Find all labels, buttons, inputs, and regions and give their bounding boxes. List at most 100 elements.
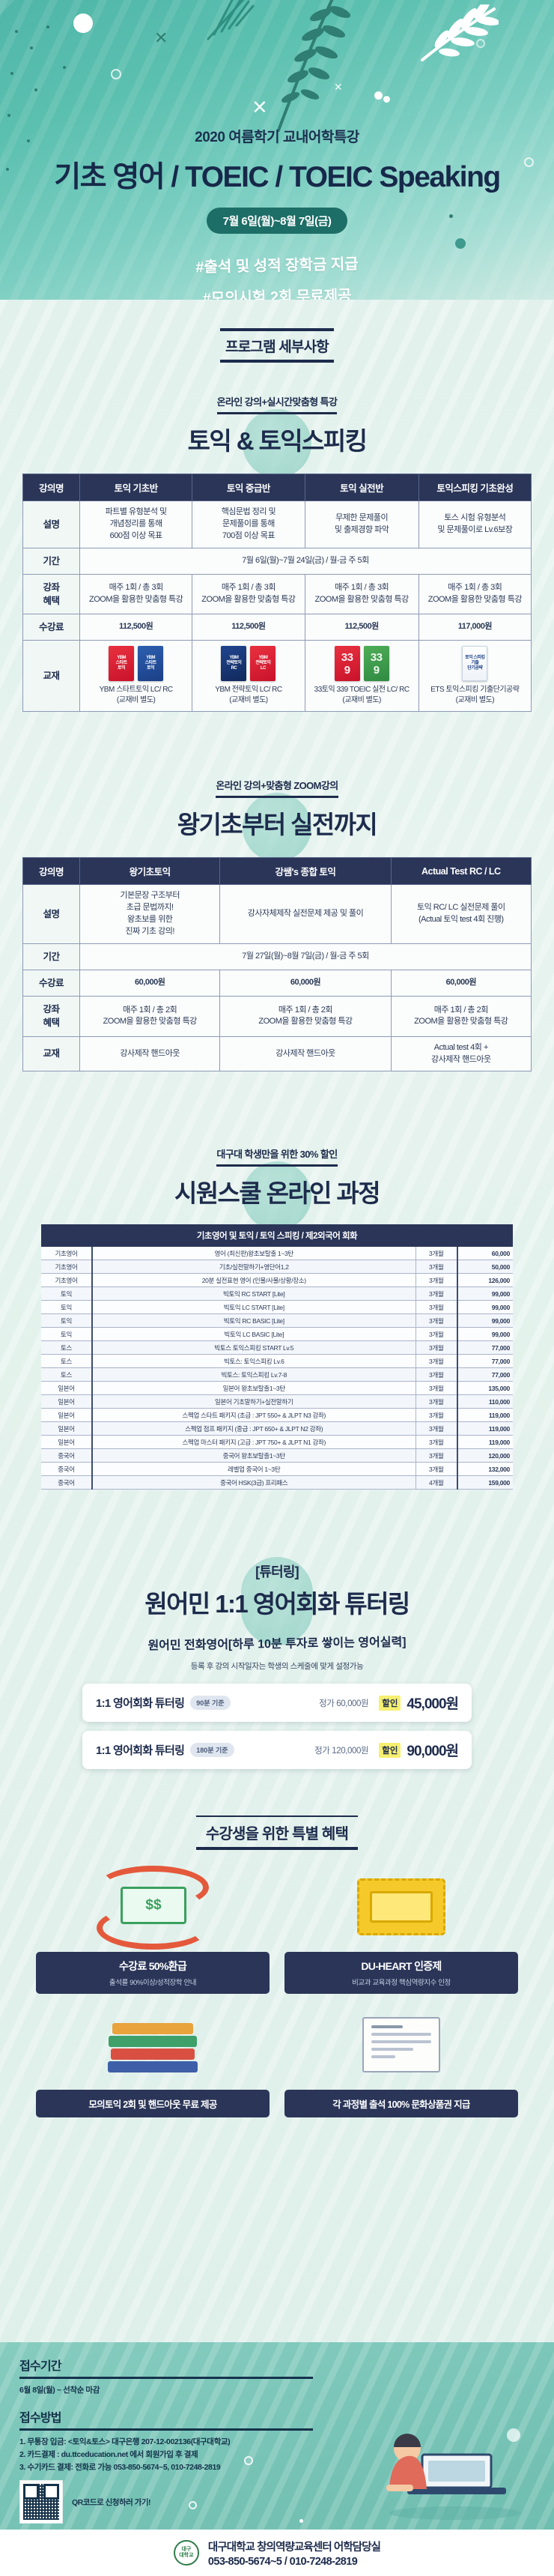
cell-description: 무제한 문제풀이 및 출제경향 파악: [304, 501, 419, 548]
footer-method-block: 접수방법 1. 무통장 입금: <토익&토스> 대구은행 207-12-0021…: [19, 2407, 535, 2524]
price-table-body: 기초영어 영어 (최신판)왕초보탈출 1~3탄 3개월 60,000 기초영어 기초/실전…: [41, 1247, 513, 1490]
book-caption: ETS 토익스피킹 기출단기공략 (교재비 별도): [430, 686, 520, 705]
benefits-title: 수강생을 위한 특별 혜택: [205, 1826, 349, 1843]
cell-duration: 3개월: [415, 1354, 457, 1369]
section-zoom-title-text: 왕기초부터 실전까지: [177, 811, 378, 839]
row-label-period: 기간: [22, 547, 80, 575]
benefit-title: 모의토익 2회 및 핸드아웃 무료 제공: [88, 2099, 217, 2111]
section-tutoring-title-text: 원어민 1:1 영어회화 튜터링: [144, 1590, 410, 1618]
table-row-description: 설명 파트별 유형분석 및 개념정리를 통해 600점 이상 목표 핵심문법 정…: [22, 501, 532, 548]
cell-category: 토스: [41, 1340, 93, 1355]
cell-category: 중국어: [41, 1475, 93, 1490]
cell-duration: 3개월: [415, 1273, 457, 1288]
table-row-fee: 수강료 60,000원 60,000원 60,000원: [22, 970, 532, 997]
cell-duration: 3개월: [415, 1300, 457, 1315]
tutoring-price-card[interactable]: 1:1 영어회화 튜터링 180분 기준 정가 120,000원 할인 90,0…: [82, 1731, 472, 1770]
benefit-desc: 출석률 90%이상/성적장학 안내: [109, 1979, 197, 1988]
row-label-benefit: 강좌 혜택: [22, 996, 80, 1037]
cell-price: 120,000: [457, 1448, 513, 1463]
cell-price: 50,000: [457, 1260, 513, 1275]
cert-line: [371, 2025, 403, 2029]
row-label-book: 교재: [22, 640, 80, 713]
benefit-item-mocktest: 모의토익 2회 및 핸드아웃 무료 제공: [36, 2007, 270, 2118]
hero-hashtags: #출석 및 성적 장학금 지급 #모의시험 2회 무료제공: [0, 253, 554, 300]
col-header-course-name: 강의명: [22, 474, 80, 501]
cell-category: 기초영어: [41, 1247, 93, 1261]
row-label-benefit: 강좌 혜택: [22, 573, 80, 615]
cell-duration: 3개월: [415, 1313, 457, 1328]
table-row-description: 설명 기본문장 구조부터 초급 문법까지! 왕초보를 위한 진짜 기초 강의! …: [22, 884, 532, 945]
qr-code-icon[interactable]: [19, 2480, 63, 2524]
table-row: 토스 빅토스 토익스피킹 START Lv.5 3개월 77,000: [41, 1340, 513, 1355]
cell-benefit: 매주 1회 / 총 2회 ZOOM을 활용한 맞춤형 특강: [219, 996, 392, 1037]
hero-eyebrow: 2020 여름학기 교내어학특강: [195, 130, 359, 145]
cell-period: 7월 27일(월)~8월 7일(금) / 월-금 주 5회: [79, 943, 532, 971]
book-line: RC: [231, 666, 237, 671]
cert-line: [371, 2055, 395, 2059]
book-line: 33: [370, 650, 383, 664]
benefit-title: 수강료 50%환급: [118, 1960, 187, 1973]
footer-method-head: 접수방법: [19, 2412, 61, 2425]
book-line: YBM: [229, 656, 239, 661]
cell-fee: 60,000원: [219, 970, 392, 997]
table-row: 토익 빅토익 RC BASIC [Lite] 3개월 99,000: [41, 1313, 513, 1328]
cell-price: 132,000: [457, 1462, 513, 1477]
benefit-art: [36, 2007, 270, 2082]
cell-price: 119,000: [457, 1421, 513, 1436]
table-row-benefit: 강좌 혜택 매주 1회 / 총 2회 ZOOM을 활용한 맞춤형 특강 매주 1…: [22, 996, 532, 1037]
cell-book: YBM 스타트 토익 YBM 스타트 토익 YBM 스타트토익 LC/ RC (교재비 …: [79, 640, 193, 713]
cell-price: 77,000: [457, 1340, 513, 1355]
table-row: 기초영어 기초/실전말하기+영단어1,2 3개월 50,000: [41, 1260, 513, 1275]
section-zoom-subtitle: 온라인 강의+맞춤형 ZOOM강의: [216, 778, 338, 799]
table-row: 중국어 중국어 HSK(3급) 프리패스 4개월 159,000: [41, 1475, 513, 1490]
cell-course: 빅토스 토익스피킹 START Lv.5: [92, 1340, 416, 1355]
book-cover-icon: 33 9: [334, 646, 360, 682]
book-line: 33: [341, 650, 353, 664]
cell-duration: 3개월: [415, 1394, 457, 1409]
section-zoom-title: 왕기초부터 실전까지: [0, 793, 554, 862]
cell-benefit: 매주 1회 / 총 2회 ZOOM을 활용한 맞춤형 특강: [390, 996, 532, 1037]
book-line: 기출: [471, 661, 479, 666]
banner-rule-top: [220, 328, 334, 331]
book-layer: [109, 2036, 197, 2048]
book-caption: YBM 스타트토익 LC/ RC (교재비 별도): [99, 686, 174, 705]
section-siwon-title: 시원스쿨 온라인 과정: [0, 1161, 554, 1231]
col-header-toeic-intermediate: 토익 중급반: [192, 474, 305, 501]
cell-duration: 3개월: [415, 1367, 457, 1382]
cell-fee: 60,000원: [79, 970, 221, 997]
section-siwon-header: 대구대 학생만을 위한 30% 할인 시원스쿨 온라인 과정: [0, 1146, 554, 1231]
cell-benefit: 매주 1회 / 총 3회 ZOOM을 활용한 맞춤형 특강: [304, 573, 419, 615]
tutoring-card-discount-label: 할인: [379, 1695, 401, 1711]
banner-rule-bottom: [196, 1847, 358, 1851]
hero-date-badge: 7월 6일(월)~8월 7일(금): [206, 208, 348, 234]
cell-price: 77,000: [457, 1367, 513, 1382]
book-line: YBM: [258, 656, 268, 661]
cell-category: 기초영어: [41, 1273, 93, 1288]
cell-benefit: 매주 1회 / 총 3회 ZOOM을 활용한 맞춤형 특강: [79, 573, 193, 615]
tutoring-price-card[interactable]: 1:1 영어회화 튜터링 90분 기준 정가 60,000원 할인 45,000…: [82, 1684, 472, 1723]
section-siwon-subtitle: 대구대 학생만을 위한 30% 할인: [216, 1146, 338, 1167]
cell-duration: 3개월: [415, 1340, 457, 1355]
footer-qr-row: QR코드로 신청하러 가기!: [19, 2480, 535, 2524]
tutoring-card-amount: 45,000원: [407, 1696, 459, 1713]
cell-book: Actual test 4회 + 강사제작 핸드아웃: [390, 1035, 532, 1072]
tutoring-card-original-price: 정가 60,000원: [319, 1699, 369, 1708]
col-header-toeic-practical: 토익 실전반: [304, 474, 419, 501]
benefit-label-bar: 각 과정별 출석 100% 문화상품권 지급: [284, 2090, 518, 2118]
cell-book: 강사제작 핸드아웃: [219, 1035, 392, 1072]
section-zoom-header: 온라인 강의+맞춤형 ZOOM강의 왕기초부터 실전까지: [0, 778, 554, 862]
section-toeic-header: 온라인 강의+실시간맞춤형 특강 토익 & 토익스피킹: [0, 394, 554, 478]
cell-description: 토익 RC/ LC 실전문제 풀이 (Actual 토익 test 4회 진행): [390, 884, 532, 945]
cell-course: 빅토익 RC BASIC [Lite]: [92, 1313, 416, 1328]
footer-period-line: 6월 8일(월) ~ 선착순 마감: [19, 2386, 100, 2395]
cell-duration: 3개월: [415, 1448, 457, 1463]
cell-benefit: 매주 1회 / 총 2회 ZOOM을 활용한 맞춤형 특강: [79, 996, 221, 1037]
toeic-table-wrap: 강의명 토익 기초반 토익 중급반 토익 실전반 토익스피킹 기초완성 설명 파…: [0, 474, 554, 713]
benefit-title: 각 과정별 출석 100% 문화상품권 지급: [332, 2099, 470, 2111]
col-header-course-name: 강의명: [22, 857, 80, 886]
cell-duration: 3개월: [415, 1408, 457, 1423]
cell-course: 빅토익 LC START [Lite]: [92, 1300, 416, 1315]
table-row: 토익 빅토익 LC START [Lite] 3개월 99,000: [41, 1300, 513, 1315]
cert-line: [371, 2033, 431, 2037]
section-tutoring-header: [튜터링] 원어민 1:1 영어회화 튜터링 원어민 전화영어[하루 10분 투…: [0, 1557, 554, 1672]
